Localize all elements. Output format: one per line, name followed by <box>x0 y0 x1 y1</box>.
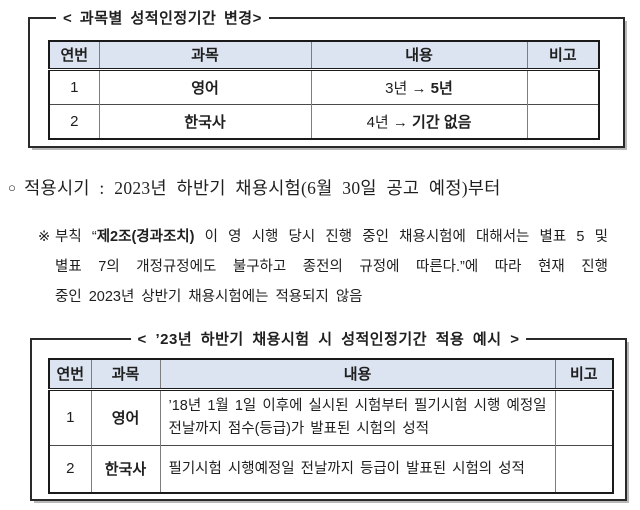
cell-content: 4년 → 기간 없음 <box>310 103 527 139</box>
cell-content: 필기시험 시행예정일 전날까지 등급이 발표된 시험의 성적 <box>159 444 555 493</box>
col-header-content: 내용 <box>310 41 527 71</box>
table-header-row: 연번 과목 내용 비고 <box>49 41 599 71</box>
col-header-subject: 과목 <box>98 41 311 71</box>
note-line1-post: 이 영 시행 당시 진행 중인 채용시험에 대해서는 별표 5 및 <box>194 229 609 245</box>
cell-content: ’18년 1월 1일 이후에 실시된 시험부터 필기시험 시행 예정일 전날까지… <box>159 388 555 445</box>
col-header-content: 내용 <box>159 359 555 391</box>
cell-remark <box>554 444 613 493</box>
document-page: < 과목별 성적인정기간 변경> 연번 과목 내용 비고 1 영어 3년 → 5… <box>0 7 640 510</box>
col-header-subject: 과목 <box>90 359 160 391</box>
col-header-remark: 비고 <box>554 359 613 391</box>
cell-no: 1 <box>49 388 91 445</box>
content-plain: 4년 → <box>366 113 413 131</box>
application-time-text: 적용시기 : 2023년 하반기 채용시험(6월 30일 공고 예정)부터 <box>24 178 501 198</box>
content-plain: 3년 → <box>385 79 431 97</box>
cell-subject: 한국사 <box>98 103 311 139</box>
supplementary-note: ※ 부칙 “제2조(경과조치) 이 영 시행 당시 진행 중인 채용시험에 대해… <box>38 222 608 312</box>
reference-mark: ※ <box>38 229 51 245</box>
table-header-row: 연번 과목 내용 비고 <box>49 359 613 391</box>
table-row: 1 영어 ’18년 1월 1일 이후에 실시된 시험부터 필기시험 시행 예정일… <box>49 388 613 445</box>
table-row: 1 영어 3년 → 5년 <box>49 68 599 104</box>
box1-title: < 과목별 성적인정기간 변경> <box>56 7 269 28</box>
cell-subject: 영어 <box>98 68 311 104</box>
subject-period-change-table: 연번 과목 내용 비고 1 영어 3년 → 5년 2 한국사 4년 → 기간 없… <box>48 40 600 140</box>
col-header-remark: 비고 <box>526 41 599 71</box>
application-time-line: ○ 적용시기 : 2023년 하반기 채용시험(6월 30일 공고 예정)부터 <box>8 175 640 200</box>
circle-bullet: ○ <box>8 180 17 195</box>
cell-remark <box>526 103 599 139</box>
cell-no: 2 <box>49 444 91 493</box>
application-example-box: < ’23년 하반기 채용시험 시 성적인정기간 적용 예시 > 연번 과목 내… <box>30 328 627 501</box>
content-bold: 기간 없음 <box>412 113 472 131</box>
content-bold: 5년 <box>430 79 453 97</box>
col-header-no: 연번 <box>49 359 91 391</box>
cell-content: 3년 → 5년 <box>310 68 527 104</box>
cell-remark <box>554 388 613 445</box>
box2-title: < ’23년 하반기 채용시험 시 성적인정기간 적용 예시 > <box>130 328 527 349</box>
note-line1-pre: 부칙 “ <box>55 229 97 245</box>
note-line-2: 별표 7의 개정규정에도 불구하고 종전의 규정에 따른다.”에 따라 현재 진… <box>55 259 608 275</box>
cell-no: 2 <box>49 103 99 139</box>
col-header-no: 연번 <box>49 41 99 71</box>
cell-subject: 한국사 <box>90 444 160 493</box>
note-line1-bold: 제2조(경과조치) <box>96 229 195 245</box>
subject-period-change-box: < 과목별 성적인정기간 변경> 연번 과목 내용 비고 1 영어 3년 → 5… <box>28 7 625 148</box>
table-row: 2 한국사 4년 → 기간 없음 <box>49 103 599 139</box>
cell-remark <box>526 68 599 104</box>
cell-subject: 영어 <box>90 388 160 445</box>
note-line-3: 중인 2023년 상반기 채용시험에는 적용되지 않음 <box>55 289 363 305</box>
note-line-1: 부칙 “제2조(경과조치) 이 영 시행 당시 진행 중인 채용시험에 대해서는… <box>55 222 608 252</box>
application-example-table: 연번 과목 내용 비고 1 영어 ’18년 1월 1일 이후에 실시된 시험부터… <box>48 358 614 494</box>
table-row: 2 한국사 필기시험 시행예정일 전날까지 등급이 발표된 시험의 성적 <box>49 444 613 493</box>
cell-no: 1 <box>49 68 99 104</box>
